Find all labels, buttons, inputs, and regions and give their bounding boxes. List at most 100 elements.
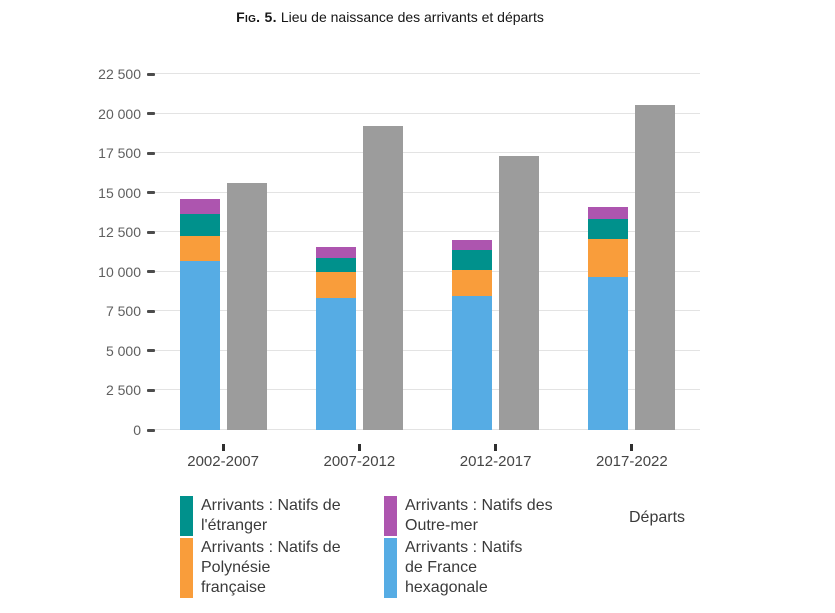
y-tick-label: 10 000 xyxy=(98,263,141,280)
y-tick-label: 15 000 xyxy=(98,184,141,201)
y-tick-label: 2 500 xyxy=(105,382,141,399)
x-tick-label: 2017-2022 xyxy=(596,453,668,470)
y-tick-mark xyxy=(147,270,155,274)
arrivants-stacked-bar xyxy=(452,240,493,430)
x-axis: 2002-2007 2007-2012 2012-2017 2017-2022 xyxy=(155,430,700,480)
x-tick-mark xyxy=(630,444,634,451)
arrivants-stacked-bar xyxy=(588,206,629,430)
arrivants-stacked-bar xyxy=(179,199,220,430)
y-tick-mark xyxy=(147,151,155,155)
y-tick: 5 000 xyxy=(106,343,155,359)
departs-bar xyxy=(499,156,540,430)
y-tick-label: 17 500 xyxy=(98,145,141,162)
bar-group xyxy=(315,126,403,430)
x-tick-mark xyxy=(221,444,225,451)
y-tick-mark xyxy=(147,428,155,432)
x-tick-label: 2002-2007 xyxy=(187,453,259,470)
bar-segment-outre-mer xyxy=(588,206,629,219)
departs-bar xyxy=(635,104,676,430)
y-tick: 0 xyxy=(133,422,155,438)
figure-title: Fig. 5. Lieu de naissance des arrivants e… xyxy=(0,9,780,25)
x-slot: 2017-2022 xyxy=(596,430,668,480)
legend-column: Arrivants : Natifs des Outre-mer Arrivant… xyxy=(384,496,608,600)
plot-area xyxy=(155,73,700,430)
gridline xyxy=(155,191,700,193)
bar-segment-france-hexagonale xyxy=(588,276,629,430)
y-tick: 17 500 xyxy=(98,145,155,161)
legend-column: Départs xyxy=(608,496,685,542)
x-slot: 2012-2017 xyxy=(459,430,532,480)
y-tick-mark xyxy=(147,388,155,392)
figure-caption: Lieu de naissance des arrivants et dépar… xyxy=(280,9,544,25)
bar-segment-etranger xyxy=(588,218,629,240)
bar-group xyxy=(588,104,676,430)
y-tick: 7 500 xyxy=(106,303,155,319)
legend-item-etranger: Arrivants : Natifs de l'étranger xyxy=(180,496,384,536)
bar-segment-polynesie-francaise xyxy=(315,271,356,298)
gridline xyxy=(155,349,700,351)
bar-segment-outre-mer xyxy=(179,199,220,215)
y-tick-mark xyxy=(147,191,155,195)
y-tick-label: 22 500 xyxy=(98,66,141,82)
bar-segment-etranger xyxy=(179,214,220,237)
bar-segment-outre-mer xyxy=(315,247,356,259)
bar-segment-etranger xyxy=(452,249,493,271)
y-tick: 22 500 xyxy=(98,66,155,82)
bar-group xyxy=(179,183,267,430)
bar-segment-polynesie-francaise xyxy=(452,270,493,297)
legend-swatch-france-hexagonale xyxy=(384,538,397,598)
y-tick-mark xyxy=(147,72,155,76)
gridline xyxy=(155,73,700,74)
legend-swatch-outre-mer xyxy=(384,496,397,536)
bar-groups xyxy=(155,74,700,430)
legend-label: Arrivants : Natifs de France hexagonale xyxy=(405,539,523,596)
legend-label: Arrivants : Natifs des Outre-mer xyxy=(405,497,553,534)
legend: Arrivants : Natifs de l'étranger Arrivant… xyxy=(180,496,685,600)
bar-segment-france-hexagonale xyxy=(452,296,493,430)
gridline xyxy=(155,270,700,272)
y-tick: 12 500 xyxy=(98,224,155,240)
bar-segment-polynesie-francaise xyxy=(588,239,629,277)
y-tick-label: 20 000 xyxy=(98,105,141,122)
bar-segment-polynesie-francaise xyxy=(179,236,220,261)
y-tick-mark xyxy=(147,112,155,116)
bar-segment-france-hexagonale xyxy=(179,260,220,430)
gridline xyxy=(155,389,700,391)
x-slot: 2002-2007 xyxy=(187,430,259,480)
figure-number: Fig. 5. xyxy=(236,9,277,25)
y-tick: 10 000 xyxy=(98,264,155,280)
bar-segment-france-hexagonale xyxy=(315,297,356,430)
y-tick: 20 000 xyxy=(98,106,155,122)
y-axis: 0 2 500 5 000 7 500 10 000 12 500 15 000 17 500… xyxy=(0,66,155,438)
x-tick-label: 2007-2012 xyxy=(323,453,396,470)
y-tick-label: 0 xyxy=(133,422,141,438)
gridline xyxy=(155,152,700,154)
y-tick-mark xyxy=(147,349,155,353)
legend-swatch-etranger xyxy=(180,496,193,536)
y-tick-label: 12 500 xyxy=(98,224,141,241)
arrivants-stacked-bar xyxy=(315,247,356,430)
departs-bar xyxy=(226,183,267,430)
y-tick-label: 7 500 xyxy=(105,303,141,320)
x-tick-mark xyxy=(494,444,498,451)
gridline xyxy=(155,310,700,312)
departs-bar xyxy=(362,126,403,430)
x-tick-label: 2012-2017 xyxy=(459,453,532,470)
legend-label: Arrivants : Natifs de Polynésie français… xyxy=(201,539,341,596)
y-tick-mark xyxy=(147,309,155,313)
y-tick: 2 500 xyxy=(106,382,155,398)
gridline xyxy=(155,112,700,114)
y-tick: 15 000 xyxy=(98,185,155,201)
legend-item-polynesie-francaise: Arrivants : Natifs de Polynésie français… xyxy=(180,538,384,598)
bar-segment-outre-mer xyxy=(452,240,493,250)
legend-label: Départs xyxy=(629,509,686,526)
legend-item-outre-mer: Arrivants : Natifs des Outre-mer xyxy=(384,496,608,536)
y-tick-label: 5 000 xyxy=(105,342,141,359)
legend-item-departs: Départs xyxy=(608,496,685,540)
x-tick-mark xyxy=(357,444,361,451)
gridline xyxy=(155,231,700,233)
bar-group xyxy=(452,156,540,430)
legend-swatch-polynesie-francaise xyxy=(180,538,193,598)
legend-item-france-hexagonale: Arrivants : Natifs de France hexagonale xyxy=(384,538,608,598)
